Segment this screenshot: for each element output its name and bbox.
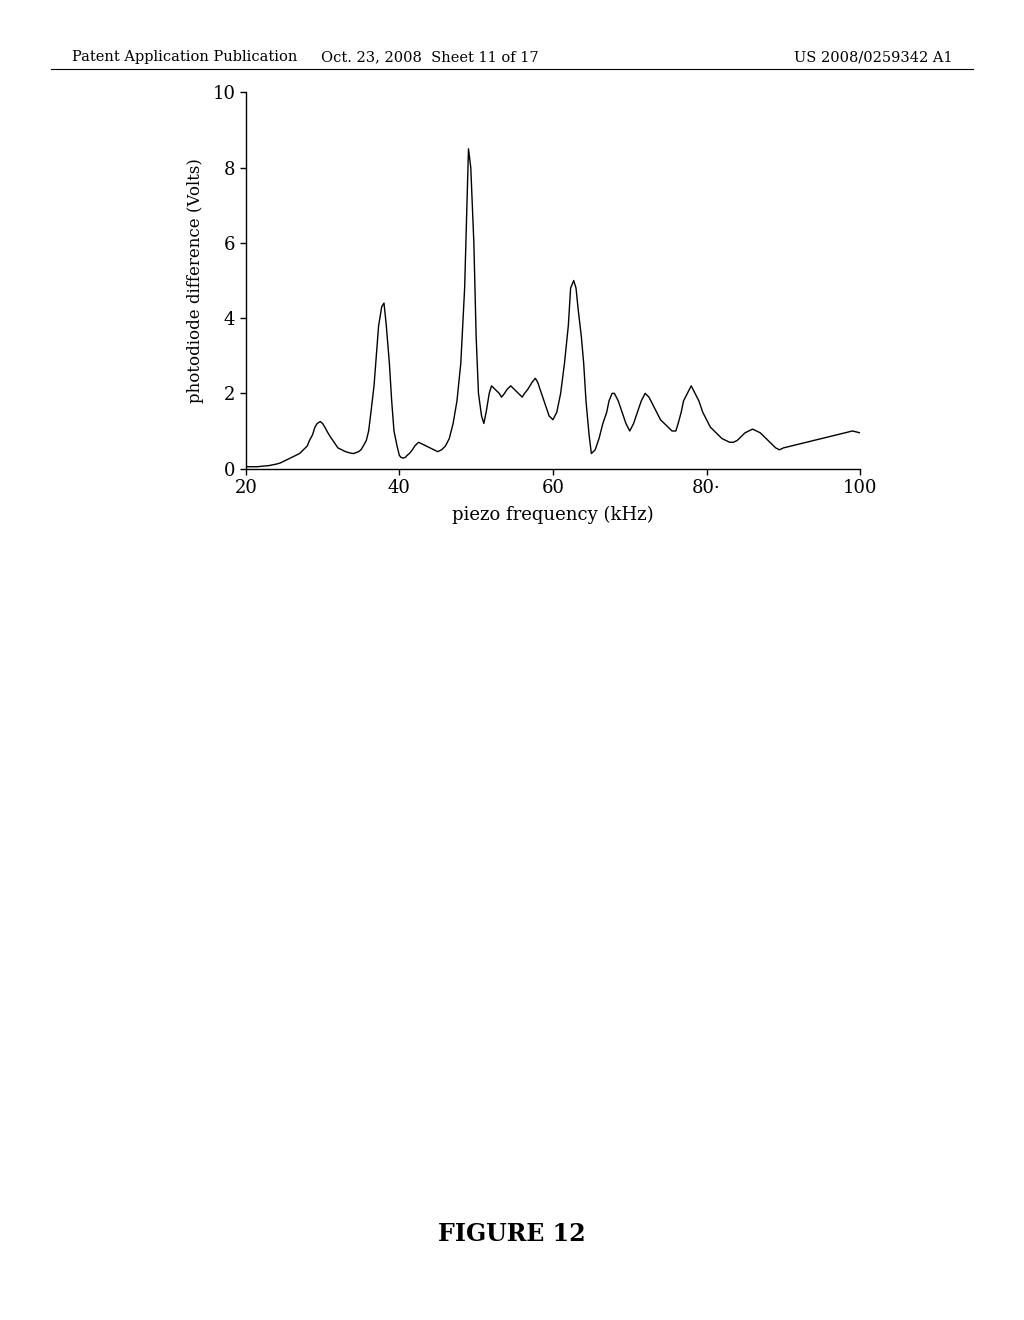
Text: Oct. 23, 2008  Sheet 11 of 17: Oct. 23, 2008 Sheet 11 of 17 [322,50,539,65]
Text: US 2008/0259342 A1: US 2008/0259342 A1 [794,50,952,65]
Text: Patent Application Publication: Patent Application Publication [72,50,297,65]
Text: FIGURE 12: FIGURE 12 [438,1222,586,1246]
X-axis label: piezo frequency (kHz): piezo frequency (kHz) [453,506,653,524]
Y-axis label: photodiode difference (Volts): photodiode difference (Volts) [187,158,204,403]
